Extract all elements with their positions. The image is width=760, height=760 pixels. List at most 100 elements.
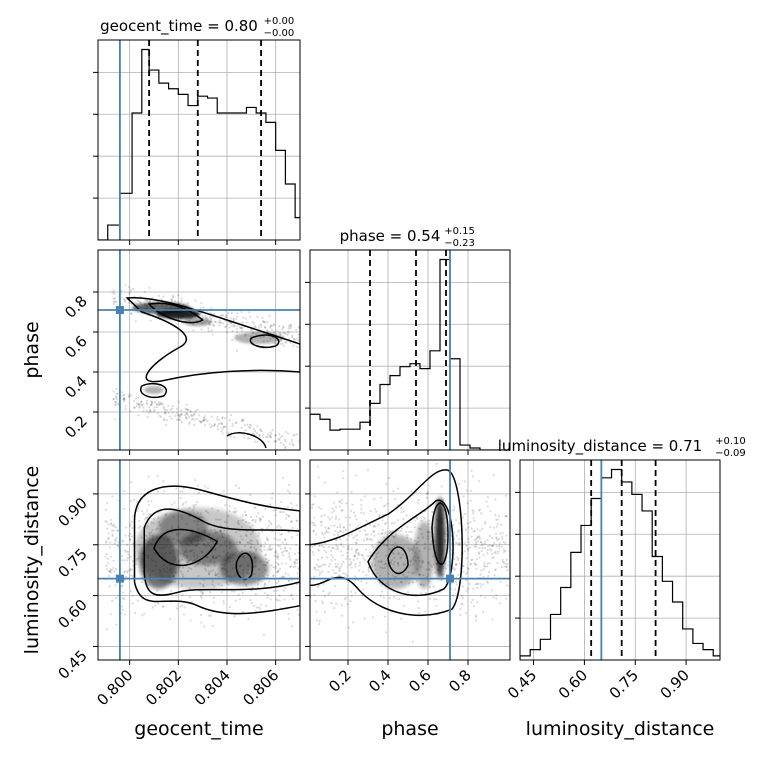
panel-time-distance-sample <box>145 517 149 520</box>
panel-time-phase-sample <box>284 332 287 335</box>
panel-time-distance-sample <box>282 510 285 514</box>
panel-phase-distance-sample <box>327 570 330 574</box>
panel-time-distance-sample <box>127 534 131 537</box>
panel-time-phase-sample <box>180 414 183 417</box>
panel-phase-distance-sample <box>428 597 431 601</box>
panel-time-distance-sample <box>278 545 281 548</box>
panel-phase-distance-sample <box>500 545 503 548</box>
panel-time-phase-sample <box>186 408 189 411</box>
panel-time-phase-sample <box>180 421 183 424</box>
panel-phase-distance-sample <box>389 531 392 534</box>
panel-time-distance-sample <box>241 591 244 595</box>
panel-time-distance-contour <box>235 552 254 581</box>
panel-phase-distance-sample <box>334 538 337 542</box>
panel-time-distance-sample <box>294 558 297 561</box>
panel-time-phase-sample <box>140 400 143 404</box>
panel-time-distance-sample <box>254 519 257 522</box>
panel-time-distance-sample <box>272 509 275 512</box>
panel-time-phase-sample <box>246 423 249 426</box>
panel-time-phase-sample <box>244 317 247 320</box>
panel-time-distance-sample <box>277 555 280 558</box>
panel-phase-distance-sample <box>347 534 351 537</box>
panel-phase-distance-sample <box>471 558 474 561</box>
panel-phase-distance-sample <box>455 563 458 566</box>
panel-phase-distance-sample <box>457 529 461 532</box>
panel-time-distance-sample <box>111 495 114 498</box>
panel-time-distance-sample <box>181 604 184 607</box>
panel-phase-distance-sample <box>452 524 455 527</box>
panel-phase-distance-sample <box>313 593 316 596</box>
panel-time-distance-sample <box>271 492 274 495</box>
panel-time-phase-sample <box>271 429 274 432</box>
panel-time-distance-sample <box>131 594 134 597</box>
panel-time-distance-sample <box>271 547 274 550</box>
panel-time-distance-sample <box>199 613 203 617</box>
panel-time-phase-sample <box>136 299 139 302</box>
panel-time-phase-sample <box>148 286 151 289</box>
panel-phase-distance-sample <box>456 542 459 545</box>
panel-phase-distance-sample <box>373 524 376 528</box>
panel-time-distance-sample <box>196 501 199 504</box>
panel-time-distance-sample <box>109 541 112 544</box>
panel-time-phase-sample <box>257 326 261 329</box>
panel-time-distance-sample <box>146 515 149 519</box>
panel-time-phase-sample <box>209 425 212 429</box>
panel-time-distance-group <box>98 460 300 660</box>
panel-time-phase-sample <box>249 315 252 319</box>
panel-time-phase-sample <box>142 409 145 413</box>
panel-time-phase-sample <box>288 442 291 446</box>
panel-phase-distance-sample <box>310 506 314 509</box>
panel-time-phase-sample <box>289 324 293 327</box>
panel-phase-distance-sample <box>363 495 367 498</box>
panel-phase-distance-sample <box>374 507 377 511</box>
panel-time-phase-sample <box>224 315 227 318</box>
panel-phase-distance-sample <box>479 541 483 544</box>
panel-phase-distance-sample <box>350 491 353 494</box>
panel-phase-distance-sample <box>369 561 372 564</box>
panel-phase-distance-sample <box>400 510 403 514</box>
panel-phase-distance-sample <box>319 507 323 510</box>
panel-time-distance-sample <box>275 561 278 564</box>
panel-phase-distance-sample <box>340 509 343 512</box>
panel-phase-distance-sample <box>480 544 483 547</box>
panel-time-phase-sample <box>138 301 142 305</box>
panel-time-phase-sample <box>241 321 244 324</box>
panel-phase-distance-sample <box>435 462 438 465</box>
panel-time-phase-sample <box>231 329 234 333</box>
panel-phase-distance-sample <box>455 562 458 565</box>
panel-time-phase-sample <box>213 423 216 426</box>
panel-phase-distance-sample <box>491 557 494 560</box>
panel-phase-distance-sample <box>345 502 348 505</box>
panel-phase-distance-sample <box>341 614 344 617</box>
panel-phase-distance-sample <box>334 517 337 520</box>
panel-phase-distance-sample <box>348 558 351 561</box>
panel-phase-distance-sample <box>350 561 353 564</box>
panel-time-phase-sample <box>278 438 281 441</box>
panel-phase-distance-sample <box>504 549 507 553</box>
panel-phase-distance-sample <box>321 544 324 547</box>
panel-time-distance-sample <box>206 487 210 490</box>
panel-time-phase-sample <box>285 341 288 344</box>
panel-time-phase-sample <box>276 329 279 332</box>
panel-phase-distance-sample <box>330 524 333 527</box>
panel-time-distance-sample <box>114 538 117 541</box>
panel-phase-distance-sample <box>417 607 420 610</box>
xlabel-geocent_time: geocent_time <box>134 718 263 740</box>
panel-time-distance-sample <box>283 598 286 601</box>
panel-time-phase-sample <box>203 419 206 422</box>
panel-phase-distance-sample <box>486 565 489 568</box>
panel-phase-distance-sample <box>346 603 349 606</box>
panel-phase-distance-sample <box>502 548 505 551</box>
panel-phase-distance-sample <box>373 497 376 501</box>
panel-phase-distance-sample <box>361 554 364 557</box>
panel-time-distance-sample <box>270 497 274 500</box>
panel-time-phase-sample <box>129 289 132 292</box>
panel-phase-distance-sample <box>321 602 324 605</box>
hist-geocent_time-step <box>98 48 300 240</box>
panel-time-phase-sample <box>281 325 285 328</box>
panel-phase-distance-sample <box>434 571 437 574</box>
panel-time-phase-sample <box>186 301 189 305</box>
panel-phase-distance-sample <box>374 525 377 528</box>
panel-time-phase-sample <box>122 394 125 397</box>
panel-time-phase-sample <box>275 342 278 345</box>
